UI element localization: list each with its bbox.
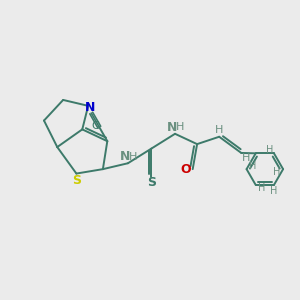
Text: O: O bbox=[180, 163, 190, 176]
Text: N: N bbox=[167, 121, 177, 134]
Text: H: H bbox=[266, 145, 273, 155]
Text: H: H bbox=[176, 122, 184, 132]
Text: N: N bbox=[120, 150, 130, 163]
Text: H: H bbox=[249, 161, 257, 171]
Text: H: H bbox=[259, 183, 266, 193]
Text: H: H bbox=[215, 125, 224, 135]
Text: S: S bbox=[147, 176, 156, 189]
Text: N: N bbox=[85, 101, 95, 114]
Text: H: H bbox=[273, 167, 280, 177]
Text: C: C bbox=[91, 121, 99, 130]
Text: H: H bbox=[242, 153, 250, 163]
Text: H: H bbox=[129, 152, 137, 162]
Text: S: S bbox=[72, 173, 81, 187]
Text: H: H bbox=[270, 186, 278, 197]
